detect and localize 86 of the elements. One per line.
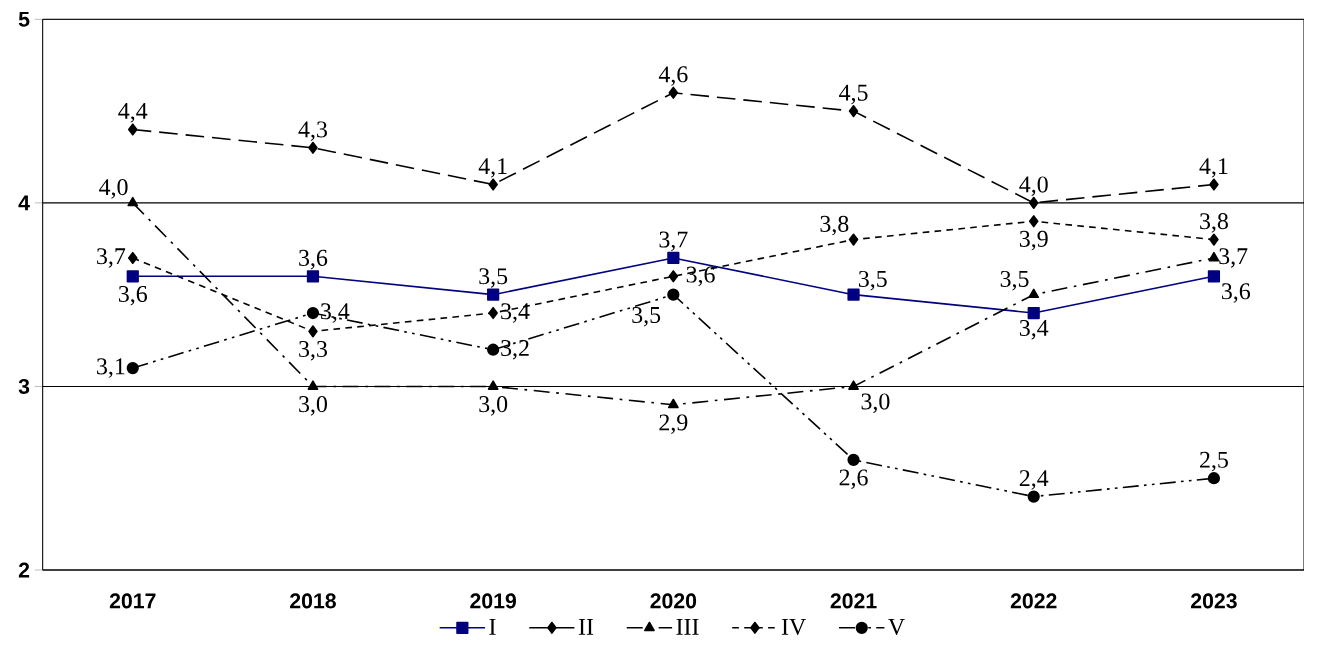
- point: [848, 233, 859, 246]
- point: [488, 306, 498, 320]
- x-tick-label: 2022: [1010, 593, 1057, 609]
- data-label: 3,7: [97, 248, 126, 268]
- point: [308, 141, 318, 154]
- point: [1209, 233, 1219, 246]
- legend-label: I: [489, 618, 496, 635]
- data-label: 3,5: [1000, 270, 1029, 291]
- point: [488, 178, 498, 191]
- point: [668, 270, 679, 283]
- data-label: 4,5: [839, 84, 868, 105]
- data-label: 4,1: [478, 158, 507, 178]
- point: [127, 123, 138, 136]
- data-label: 2,9: [659, 414, 688, 434]
- point: [126, 361, 139, 375]
- point: [487, 380, 499, 390]
- point: [847, 453, 860, 466]
- data-label: 3,6: [299, 249, 328, 270]
- data-label: 3,0: [299, 396, 327, 416]
- data-label: 4,0: [99, 179, 128, 199]
- point: [1027, 490, 1040, 503]
- legend-label: V: [888, 618, 905, 635]
- data-label: 3,4: [1019, 319, 1049, 340]
- point: [307, 380, 319, 390]
- data-label: 3,2: [501, 339, 529, 360]
- data-label: 3,4: [321, 303, 350, 323]
- data-label: 4,4: [118, 103, 148, 123]
- point: [487, 288, 500, 301]
- data-label: 3,6: [1221, 283, 1251, 303]
- x-tick-label: 2020: [650, 593, 697, 609]
- point: [667, 398, 679, 409]
- point: [1207, 270, 1221, 283]
- data-label: 3,5: [632, 306, 661, 327]
- y-tick-label: 2: [18, 562, 30, 578]
- point: [668, 86, 679, 99]
- legend-label: II: [578, 618, 594, 635]
- point: [1027, 306, 1040, 320]
- point: [306, 270, 320, 283]
- point: [1028, 215, 1039, 228]
- point: [667, 288, 680, 301]
- point: [848, 105, 859, 118]
- x-tick-label: 2018: [290, 593, 336, 609]
- data-label: 3,8: [1200, 213, 1228, 233]
- point: [848, 380, 859, 390]
- data-label: 4,3: [298, 121, 327, 141]
- point: [306, 306, 320, 320]
- y-tick-label: 5: [18, 11, 30, 27]
- data-label: 3,0: [861, 393, 890, 413]
- data-label: 4,1: [1199, 158, 1228, 178]
- data-label: 2,6: [839, 469, 868, 489]
- point: [1208, 251, 1220, 262]
- data-label: 3,4: [501, 303, 530, 323]
- data-label: 4,6: [658, 66, 688, 86]
- data-label: 3,7: [659, 231, 688, 252]
- data-label: 3,9: [1019, 230, 1048, 251]
- legend-label: IV: [781, 618, 807, 635]
- point: [847, 288, 860, 301]
- data-label: 3,6: [118, 285, 147, 306]
- data-label: 2,5: [1200, 451, 1228, 472]
- legend-label: III: [676, 618, 699, 635]
- data-label: 3,1: [97, 358, 125, 378]
- point: [667, 251, 680, 265]
- x-tick-label: 2021: [830, 593, 877, 609]
- data-label: 3,7: [1219, 248, 1248, 268]
- point: [1028, 196, 1039, 209]
- data-label: 3,0: [479, 396, 508, 416]
- x-tick-label: 2019: [470, 593, 516, 609]
- data-label: 3,5: [479, 268, 508, 288]
- data-label: 2,4: [1019, 470, 1049, 490]
- point: [308, 325, 318, 338]
- point: [1028, 288, 1040, 299]
- point: [487, 343, 500, 356]
- data-label: 3,8: [820, 215, 849, 236]
- data-label: 4,0: [1019, 176, 1048, 196]
- y-tick-label: 3: [18, 378, 30, 394]
- data-label: 3,3: [299, 340, 327, 361]
- point: [127, 251, 138, 265]
- x-tick-label: 2017: [109, 593, 156, 609]
- point: [126, 270, 139, 283]
- data-label: 3,5: [858, 270, 887, 291]
- data-label: 3,6: [686, 266, 715, 287]
- point: [1209, 178, 1219, 191]
- y-tick-label: 4: [18, 195, 30, 211]
- point: [1207, 472, 1221, 485]
- point: [127, 196, 139, 207]
- x-tick-label: 2023: [1191, 593, 1237, 609]
